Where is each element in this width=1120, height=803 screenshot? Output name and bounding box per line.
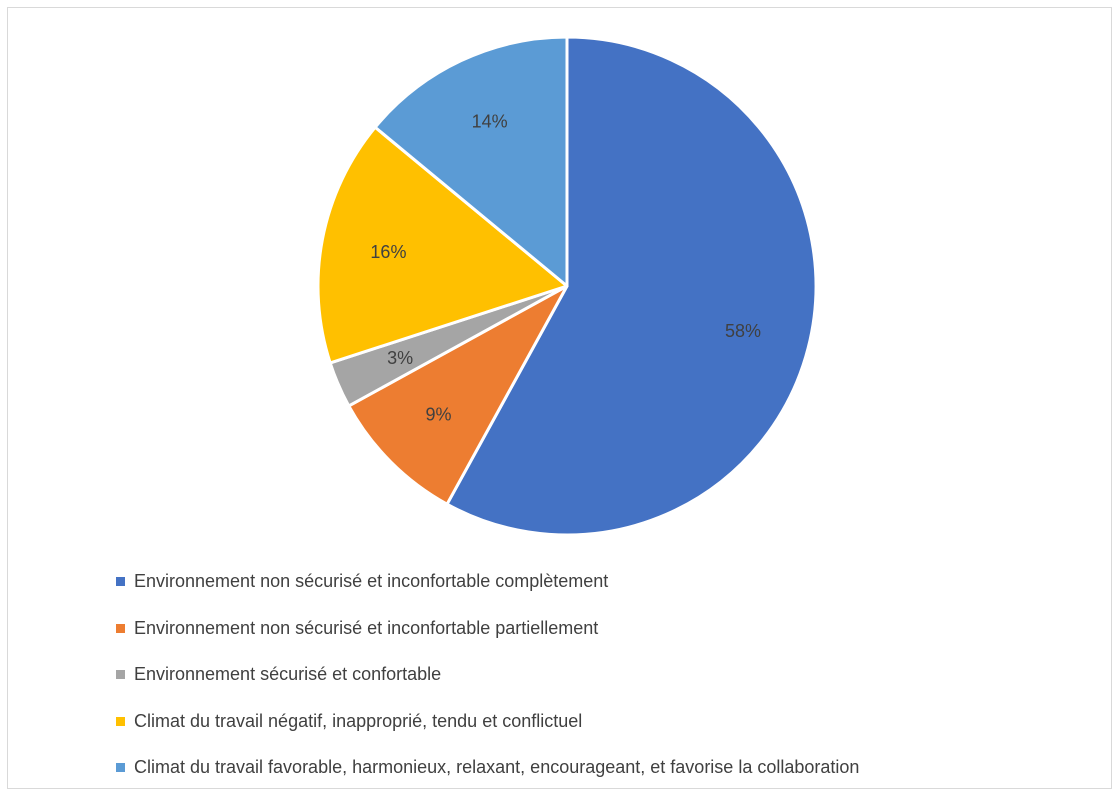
- legend-label: Climat du travail négatif, inapproprié, …: [134, 711, 582, 732]
- legend-item: Environnement non sécurisé et inconforta…: [116, 617, 1096, 640]
- data-label-partial-insecure: 9%: [425, 405, 451, 425]
- pie-chart: 58% 9% 3% 16% 14%: [0, 0, 1120, 560]
- legend-item: Environnement sécurisé et confortable: [116, 663, 1096, 686]
- legend-label: Environnement non sécurisé et inconforta…: [134, 618, 598, 639]
- legend-label: Climat du travail favorable, harmonieux,…: [134, 757, 859, 778]
- legend-swatch: [116, 717, 125, 726]
- legend-label: Environnement non sécurisé et inconforta…: [134, 571, 608, 592]
- legend-swatch: [116, 624, 125, 633]
- legend-item: Climat du travail négatif, inapproprié, …: [116, 710, 1096, 733]
- legend-swatch: [116, 577, 125, 586]
- legend-item: Climat du travail favorable, harmonieux,…: [116, 756, 1096, 779]
- data-label-complete-insecure: 58%: [725, 321, 761, 341]
- data-label-secure-comfortable: 3%: [387, 348, 413, 368]
- data-label-negative-climate: 16%: [370, 242, 406, 262]
- legend: Environnement non sécurisé et inconforta…: [116, 570, 1096, 803]
- pie-slices: [318, 37, 816, 535]
- legend-swatch: [116, 763, 125, 772]
- legend-swatch: [116, 670, 125, 679]
- legend-item: Environnement non sécurisé et inconforta…: [116, 570, 1096, 593]
- legend-label: Environnement sécurisé et confortable: [134, 664, 441, 685]
- data-label-favorable-climate: 14%: [472, 112, 508, 132]
